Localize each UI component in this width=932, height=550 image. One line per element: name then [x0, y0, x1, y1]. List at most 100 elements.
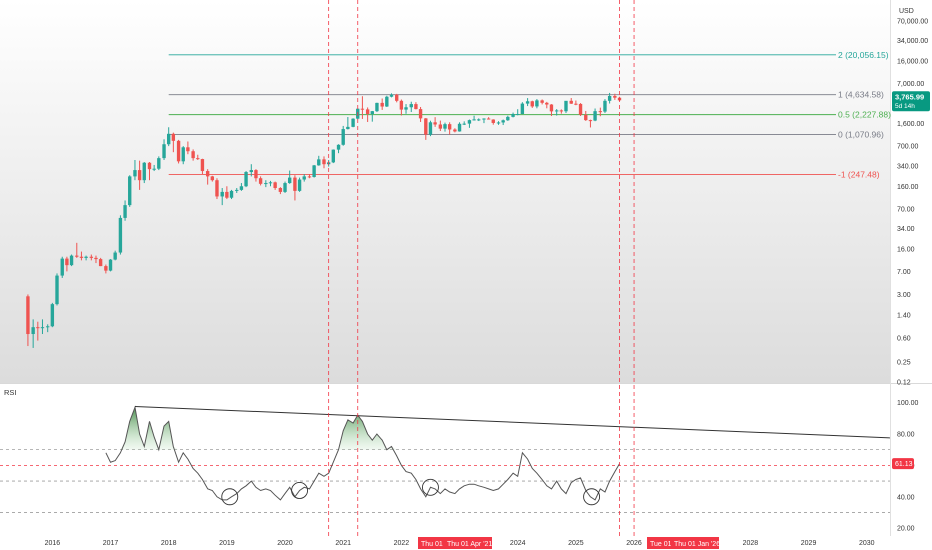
candle-body[interactable] — [559, 110, 564, 112]
candle-body[interactable] — [360, 108, 365, 110]
candle-body[interactable] — [433, 122, 437, 125]
rsi-series-line[interactable] — [105, 405, 620, 501]
candle-body[interactable] — [133, 170, 137, 177]
fibonacci-extension[interactable] — [168, 54, 836, 175]
candle-body[interactable] — [254, 170, 258, 179]
candle-body[interactable] — [457, 123, 462, 132]
candle-body[interactable] — [424, 118, 428, 135]
candle-body[interactable] — [336, 144, 341, 150]
candle-body[interactable] — [549, 104, 554, 112]
candle-body[interactable] — [365, 109, 370, 114]
candle-body[interactable] — [40, 327, 45, 329]
candle-body[interactable] — [511, 113, 515, 117]
candle-body[interactable] — [50, 304, 55, 327]
candle-body[interactable] — [113, 252, 117, 260]
candle-body[interactable] — [200, 159, 205, 172]
candle-body[interactable] — [317, 159, 321, 166]
candle-body[interactable] — [530, 101, 534, 107]
candle-body[interactable] — [60, 258, 64, 276]
candle-body[interactable] — [273, 182, 277, 189]
candle-body[interactable] — [235, 189, 239, 191]
rsi-trendline[interactable] — [134, 405, 890, 439]
candle-body[interactable] — [613, 95, 617, 98]
candle-body[interactable] — [467, 120, 472, 124]
candle-body[interactable] — [525, 101, 530, 104]
candle-body[interactable] — [118, 217, 123, 253]
candle-body[interactable] — [108, 259, 113, 271]
candle-body[interactable] — [205, 171, 210, 177]
candle-body[interactable] — [477, 119, 481, 121]
candle-body[interactable] — [307, 176, 312, 178]
rsi-line[interactable] — [105, 405, 620, 501]
candle-body[interactable] — [225, 191, 229, 198]
candle-body[interactable] — [181, 147, 185, 162]
candle-body[interactable] — [428, 122, 433, 135]
candle-body[interactable] — [46, 326, 50, 328]
candle-body[interactable] — [375, 102, 379, 112]
candle-body[interactable] — [220, 191, 224, 197]
candle-body[interactable] — [79, 256, 84, 258]
rsi-circle-marker[interactable] — [291, 482, 309, 499]
candle-body[interactable] — [283, 183, 287, 192]
candle-body[interactable] — [501, 120, 505, 123]
candle-body[interactable] — [287, 177, 292, 184]
rsi-trendline-segment[interactable] — [134, 405, 890, 439]
candle-body[interactable] — [229, 190, 234, 198]
candle-body[interactable] — [516, 113, 520, 115]
candle-body[interactable] — [258, 178, 263, 184]
candle-body[interactable] — [249, 170, 253, 173]
candle-body[interactable] — [176, 140, 181, 162]
candle-body[interactable] — [268, 182, 273, 184]
candle-body[interactable] — [486, 118, 491, 120]
candle-body[interactable] — [322, 159, 326, 165]
candle-body[interactable] — [215, 180, 219, 197]
candle-body[interactable] — [167, 133, 171, 145]
candle-body[interactable] — [540, 100, 544, 103]
candle-body[interactable] — [137, 170, 142, 181]
candle-body[interactable] — [554, 110, 559, 112]
rsi-circle-marker[interactable] — [221, 488, 239, 506]
candle-body[interactable] — [331, 149, 336, 163]
candle-body[interactable] — [351, 118, 355, 127]
candle-body[interactable] — [578, 103, 583, 115]
candle-body[interactable] — [593, 111, 597, 121]
candle-body[interactable] — [472, 119, 476, 121]
candle-body[interactable] — [545, 102, 549, 105]
candle-body[interactable] — [395, 94, 399, 101]
candle-body[interactable] — [171, 133, 176, 141]
candle-body[interactable] — [278, 188, 283, 192]
candle-body[interactable] — [414, 104, 418, 110]
candle-body[interactable] — [404, 107, 408, 110]
rsi-circle-marker[interactable] — [583, 488, 601, 506]
candle-body[interactable] — [104, 266, 108, 271]
candle-body[interactable] — [418, 109, 423, 119]
candle-body[interactable] — [409, 104, 413, 108]
candle-body[interactable] — [65, 258, 69, 266]
candle-body[interactable] — [244, 172, 248, 187]
vertical-date-markers[interactable] — [328, 0, 635, 536]
candle-body[interactable] — [346, 126, 350, 130]
rsi-circle-marker[interactable] — [422, 478, 439, 496]
candle-body[interactable] — [264, 183, 268, 185]
candle-body[interactable] — [186, 147, 190, 152]
candle-body[interactable] — [210, 176, 215, 181]
candle-body[interactable] — [399, 100, 404, 110]
candle-body[interactable] — [98, 259, 103, 267]
candle-body[interactable] — [574, 103, 578, 105]
candle-body[interactable] — [564, 100, 568, 112]
candle-body[interactable] — [588, 120, 593, 122]
candle-body[interactable] — [341, 129, 345, 145]
candle-body[interactable] — [603, 100, 607, 112]
candle-body[interactable] — [443, 124, 447, 129]
candle-body[interactable] — [370, 111, 374, 114]
candle-body[interactable] — [380, 102, 384, 107]
candle-body[interactable] — [84, 256, 88, 258]
candle-body[interactable] — [496, 122, 501, 124]
candle-body[interactable] — [157, 158, 161, 169]
candle-body[interactable] — [26, 296, 30, 335]
candle-body[interactable] — [75, 255, 79, 257]
candle-body[interactable] — [506, 116, 510, 121]
candle-body[interactable] — [491, 119, 495, 123]
candle-body[interactable] — [152, 168, 156, 170]
candle-body[interactable] — [128, 176, 132, 206]
